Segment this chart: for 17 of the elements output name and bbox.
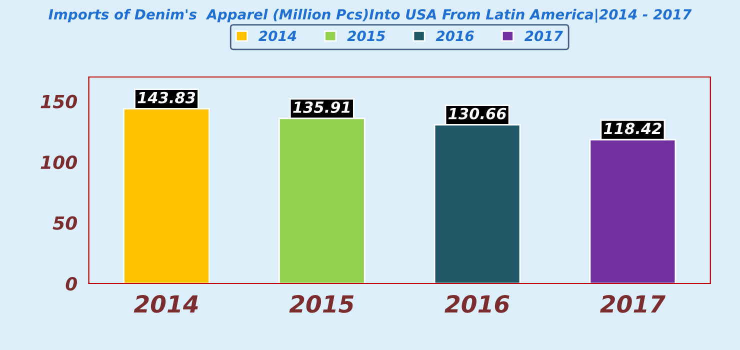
y-tick-label: 50 [52,216,78,230]
x-tick-label: 2016 [444,295,510,313]
x-tick-label: 2017 [600,295,666,313]
y-tick-label: 0 [66,276,78,291]
legend-label: 2016 [436,30,474,42]
chart-title: Imports of Denim's Apparel (Million Pcs)Into USA From Latin America|2014 - 2017 [48,8,692,23]
legend-label: 2017 [524,30,563,42]
data-label: 118.42 [604,122,662,134]
data-label: 135.91 [293,101,350,114]
legend-label: 2015 [347,30,385,42]
y-tick-label: 150 [40,94,78,108]
x-tick-label: 2014 [134,295,198,313]
legend-label: 2014 [258,30,296,42]
x-tick-label: 2015 [289,295,354,313]
y-tick-label: 100 [40,155,78,170]
data-label: 143.83 [138,92,196,104]
data-label: 130.66 [448,108,506,120]
